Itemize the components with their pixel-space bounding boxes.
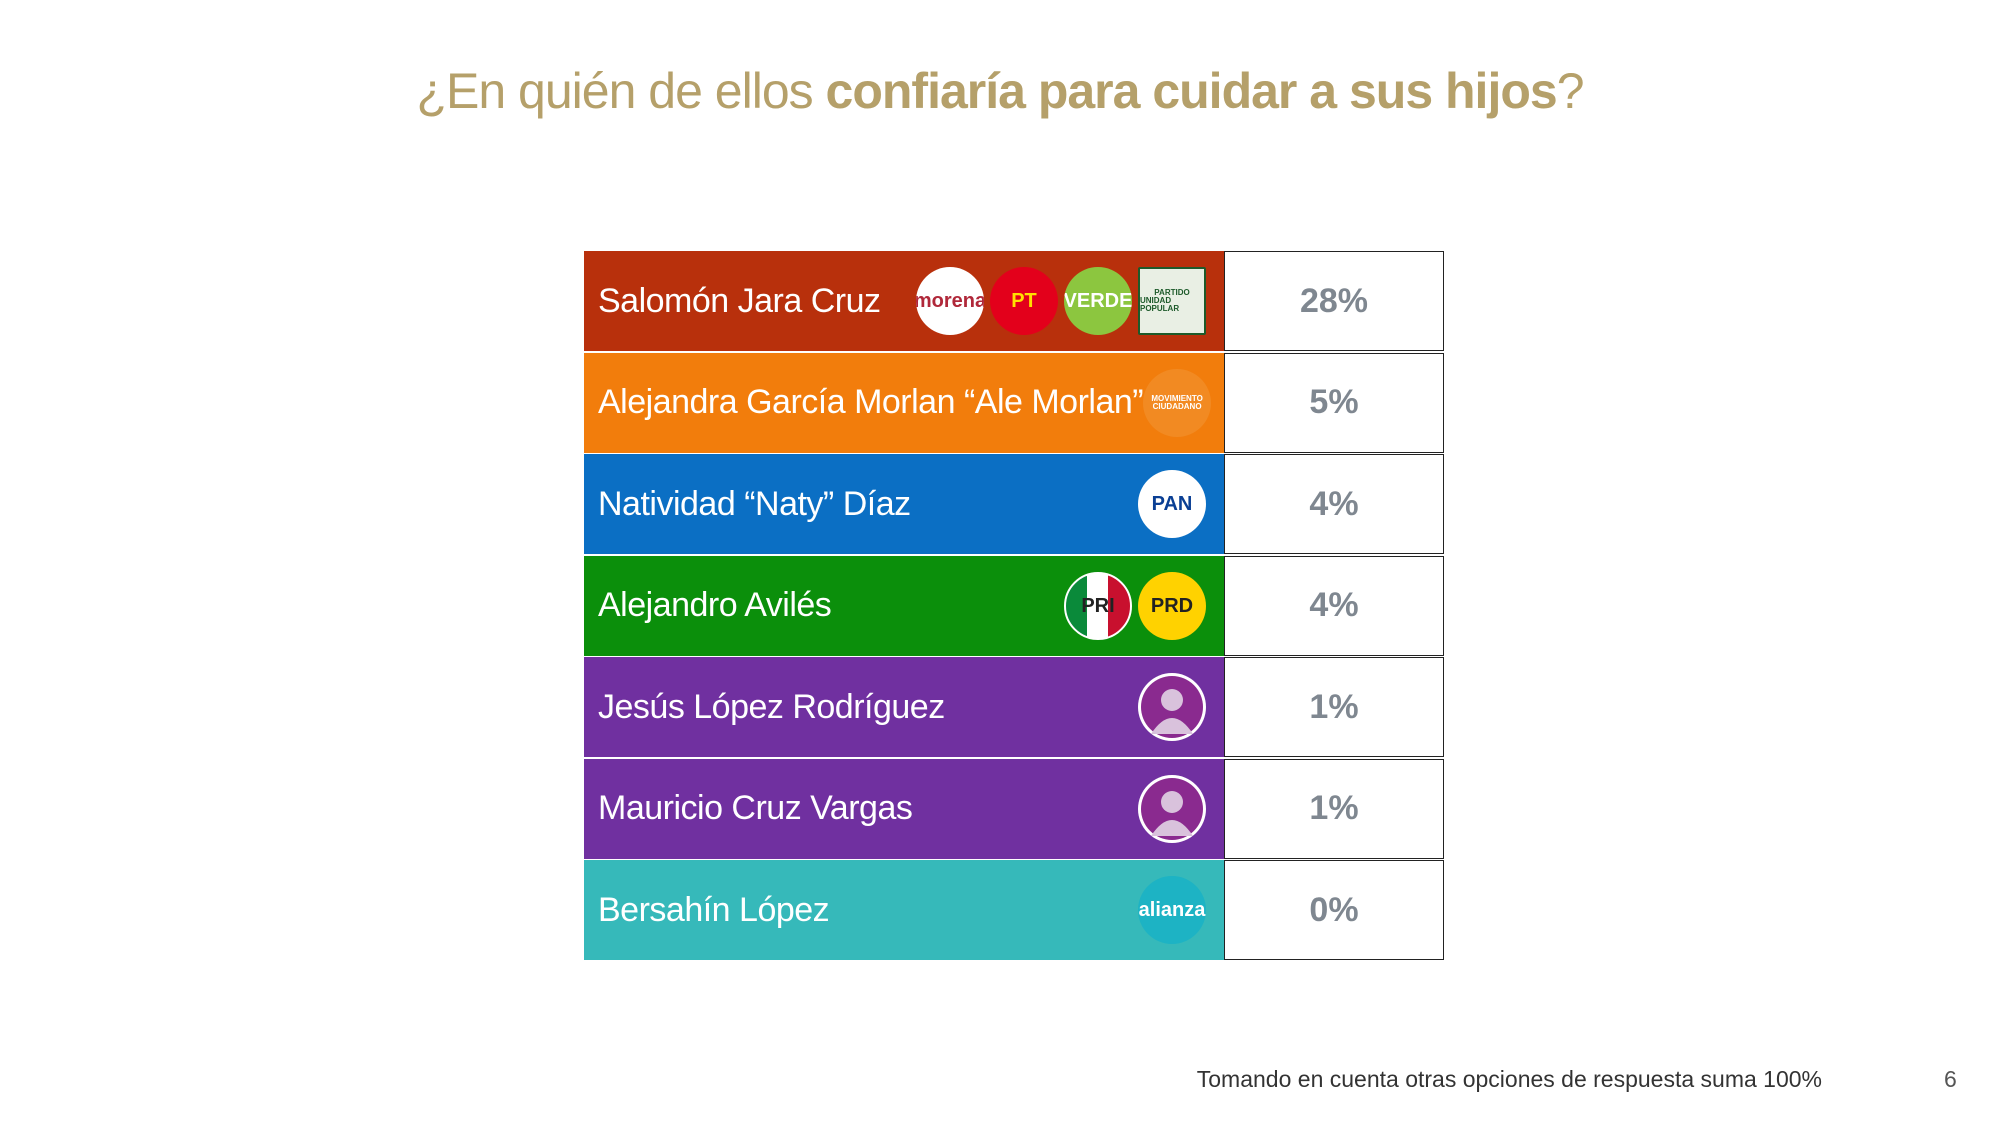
- avatar: [1138, 673, 1206, 741]
- value-cell: 5%: [1224, 352, 1444, 453]
- party-logo: VERDE: [1064, 267, 1132, 335]
- party-logo: PRD: [1138, 571, 1206, 640]
- title-bold: confiaría para cuidar a sus hijos: [825, 63, 1558, 119]
- logo-text: PARTIDO: [1154, 288, 1190, 297]
- party-logo: alianza: [1138, 876, 1206, 944]
- page-number: 6: [1944, 1066, 1957, 1092]
- value-cell: 4%: [1224, 454, 1444, 554]
- value-cell: 1%: [1224, 657, 1444, 757]
- title-end: ?: [1556, 63, 1585, 119]
- logos: alianza: [1138, 876, 1224, 944]
- logo-text: PRD: [1150, 594, 1194, 617]
- party-logo: MOVIMIENTO CIUDADANO: [1143, 368, 1212, 437]
- row: Alejandra García Morlan “Ale Morlan” MOVI…: [584, 352, 1224, 453]
- candidate-name: Bersahín López: [598, 890, 830, 929]
- row: Bersahín López alianza: [584, 860, 1224, 960]
- party-logo: PT: [990, 267, 1058, 335]
- candidate-name: Alejandro Avilés: [598, 586, 832, 624]
- logo-text: PT: [1011, 290, 1037, 312]
- title-start: ¿En quién de ellos: [416, 63, 826, 119]
- logos: [1138, 673, 1224, 741]
- silhouette: [1141, 777, 1203, 840]
- party-logo: PAN: [1138, 470, 1206, 538]
- logos: morena PT VERDE PARTIDO UNIDAD POPULAR: [916, 267, 1224, 335]
- logos: PAN: [1138, 470, 1224, 538]
- silhouette: [1141, 676, 1203, 738]
- title: ¿En quién de ellos confiaría para cuidar…: [0, 62, 2000, 120]
- candidate-name: Natividad “Naty” Díaz: [598, 484, 911, 523]
- avatar: [1138, 774, 1206, 843]
- logo-text: MOVIMIENTO: [1151, 393, 1203, 403]
- logos: [1138, 774, 1224, 843]
- value-cell: 28%: [1224, 251, 1444, 351]
- row: Salomón Jara Cruz morena PT VERDE PARTIDO UNI…: [584, 251, 1224, 351]
- footnote: Tomando en cuenta otras opciones de resp…: [1196, 1066, 1822, 1092]
- logo-text: morena: [916, 290, 984, 312]
- party-logo: PRI: [1064, 571, 1132, 640]
- candidate-name: Salomón Jara Cruz: [598, 281, 881, 320]
- logo-text: CIUDADANO: [1152, 401, 1202, 411]
- party-logo: morena: [916, 267, 984, 335]
- logos: PRI PRD: [1064, 571, 1224, 640]
- candidate-name: Mauricio Cruz Vargas: [598, 789, 913, 827]
- logo-text: VERDE: [1064, 290, 1132, 312]
- row: Jesús López Rodríguez: [584, 657, 1224, 757]
- value-cell: 1%: [1224, 758, 1444, 859]
- candidate-name: Jesús López Rodríguez: [598, 687, 945, 726]
- value-cell: 4%: [1224, 555, 1444, 656]
- logos: MOVIMIENTO CIUDADANO: [1143, 368, 1229, 437]
- value-cell: 0%: [1224, 860, 1444, 960]
- logo-text: alianza: [1138, 899, 1206, 921]
- candidate-name: Alejandra García Morlan “Ale Morlan”: [598, 383, 1144, 421]
- logo-text: UNIDAD POPULAR: [1140, 296, 1180, 313]
- row: Natividad “Naty” Díaz PAN: [584, 454, 1224, 554]
- row: Mauricio Cruz Vargas: [584, 758, 1224, 859]
- logo-text: PRI: [1081, 594, 1115, 617]
- party-logo: PARTIDO UNIDAD POPULAR: [1138, 267, 1206, 335]
- logo-text: PAN: [1151, 493, 1193, 515]
- row: Alejandro Avilés PRI PRD: [584, 555, 1224, 656]
